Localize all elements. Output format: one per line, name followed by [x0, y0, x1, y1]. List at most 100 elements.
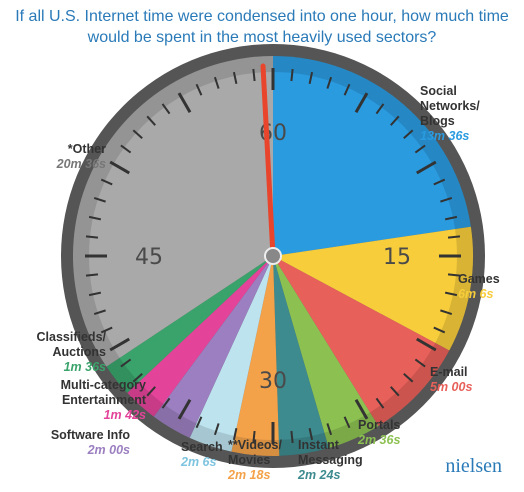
minute-tick — [326, 76, 333, 89]
minute-tick — [354, 399, 369, 420]
slice-name: Search — [181, 440, 223, 454]
wedge — [273, 56, 471, 256]
wedges — [73, 56, 473, 456]
minute-tick — [232, 427, 238, 441]
minute-tick — [88, 291, 102, 297]
minute-tick — [440, 196, 453, 203]
slice-name: Social Networks/ Blogs — [420, 84, 480, 128]
slice-label: **Videos/ Movies 2m 18s — [228, 438, 290, 483]
wedge — [231, 256, 280, 456]
ticks — [85, 68, 461, 444]
dial-number: 45 — [135, 245, 163, 270]
minute-tick — [161, 397, 171, 409]
minute-tick — [93, 196, 106, 203]
minute-tick — [433, 326, 446, 334]
slice-value: 6m 6s — [458, 287, 494, 301]
slice-name: Software Info — [50, 428, 130, 442]
minute-tick — [120, 358, 132, 368]
minute-tick — [375, 103, 385, 115]
minute-tick — [447, 235, 461, 239]
slice-value: 1m 42s — [103, 408, 146, 422]
minute-tick — [326, 423, 333, 436]
dial-numbers: 60 15 30 45 — [135, 121, 411, 394]
minute-tick — [88, 215, 102, 221]
minute-tick — [440, 309, 453, 316]
slice-label: Software Info 2m 00s — [20, 428, 130, 458]
minute-tick — [252, 430, 256, 444]
dial-number: 15 — [383, 245, 411, 270]
brand: nielsen — [445, 455, 502, 477]
slice-label: Portals 2m 36s — [358, 418, 418, 448]
minute-tick — [132, 373, 143, 383]
slice-label: Multi-category Entertainment 1m 42s — [6, 378, 146, 423]
minute-tick — [308, 427, 314, 441]
minute-tick — [447, 273, 461, 277]
slice-label: Search 2m 6s — [181, 440, 231, 470]
minute-tick — [403, 129, 414, 139]
minute-tick — [375, 397, 385, 409]
minute-tick — [343, 416, 351, 429]
slice-name: Multi-category Entertainment — [60, 378, 146, 407]
minute-tick — [109, 337, 130, 352]
wedge — [273, 256, 450, 426]
minute-tick — [232, 71, 238, 85]
minute-tick — [444, 215, 458, 221]
minute-tick — [403, 373, 414, 383]
slice-label: Classifieds/ Auctions 1m 36s — [16, 330, 106, 375]
minute-tick — [109, 160, 130, 175]
minute-tick — [132, 129, 143, 139]
minute-tick — [252, 68, 256, 82]
slice-value: 2m 00s — [87, 443, 130, 457]
slice-value: 2m 24s — [298, 468, 341, 482]
minute-tick — [390, 386, 400, 397]
minute-tick — [100, 326, 113, 334]
minute-tick — [161, 103, 171, 115]
hand — [260, 63, 276, 259]
minute-tick — [177, 92, 192, 113]
slice-name: Games — [458, 272, 500, 286]
wedge — [273, 226, 473, 351]
dial-number: 60 — [259, 121, 287, 146]
minute-tick — [390, 115, 400, 126]
slice-value: 20m 36s — [56, 157, 106, 171]
minute-tick — [195, 83, 203, 96]
slice-name: Portals — [358, 418, 401, 432]
minute-tick — [120, 144, 132, 154]
slice-name: Classifieds/ Auctions — [36, 330, 106, 359]
slice-label: Social Networks/ Blogs 13m 36s — [420, 84, 512, 144]
slice-value: 2m 18s — [228, 468, 271, 482]
slice-name: Instant Messaging — [298, 438, 363, 467]
slice-value: 2m 36s — [358, 433, 401, 447]
dial-number: 30 — [259, 369, 287, 394]
slice-label: E-mail 5m 00s — [430, 365, 490, 395]
minute-tick — [416, 160, 437, 175]
minute-tick — [146, 386, 156, 397]
minute-tick — [177, 399, 192, 420]
slice-value: 2m 6s — [181, 455, 217, 469]
minute-tick — [93, 309, 106, 316]
hub — [264, 247, 282, 265]
wedge — [273, 256, 379, 449]
wedge — [73, 56, 273, 367]
minute-tick — [195, 416, 203, 429]
minute-tick — [213, 423, 220, 436]
minute-tick — [213, 76, 220, 89]
minute-tick — [290, 430, 294, 444]
minute-tick — [308, 71, 314, 85]
minute-tick — [85, 273, 99, 277]
minute-tick — [414, 358, 426, 368]
slice-label: Instant Messaging 2m 24s — [298, 438, 368, 483]
minute-tick — [85, 235, 99, 239]
minute-tick — [343, 83, 351, 96]
minute-tick — [354, 92, 369, 113]
minute-tick — [416, 337, 437, 352]
minute-tick — [146, 115, 156, 126]
slice-label: Games 6m 6s — [458, 272, 518, 302]
slice-value: 13m 36s — [420, 129, 470, 143]
slice-name: E-mail — [430, 365, 468, 379]
slice-name: *Other — [67, 142, 106, 156]
wedge — [189, 256, 273, 452]
wedge — [153, 256, 273, 438]
